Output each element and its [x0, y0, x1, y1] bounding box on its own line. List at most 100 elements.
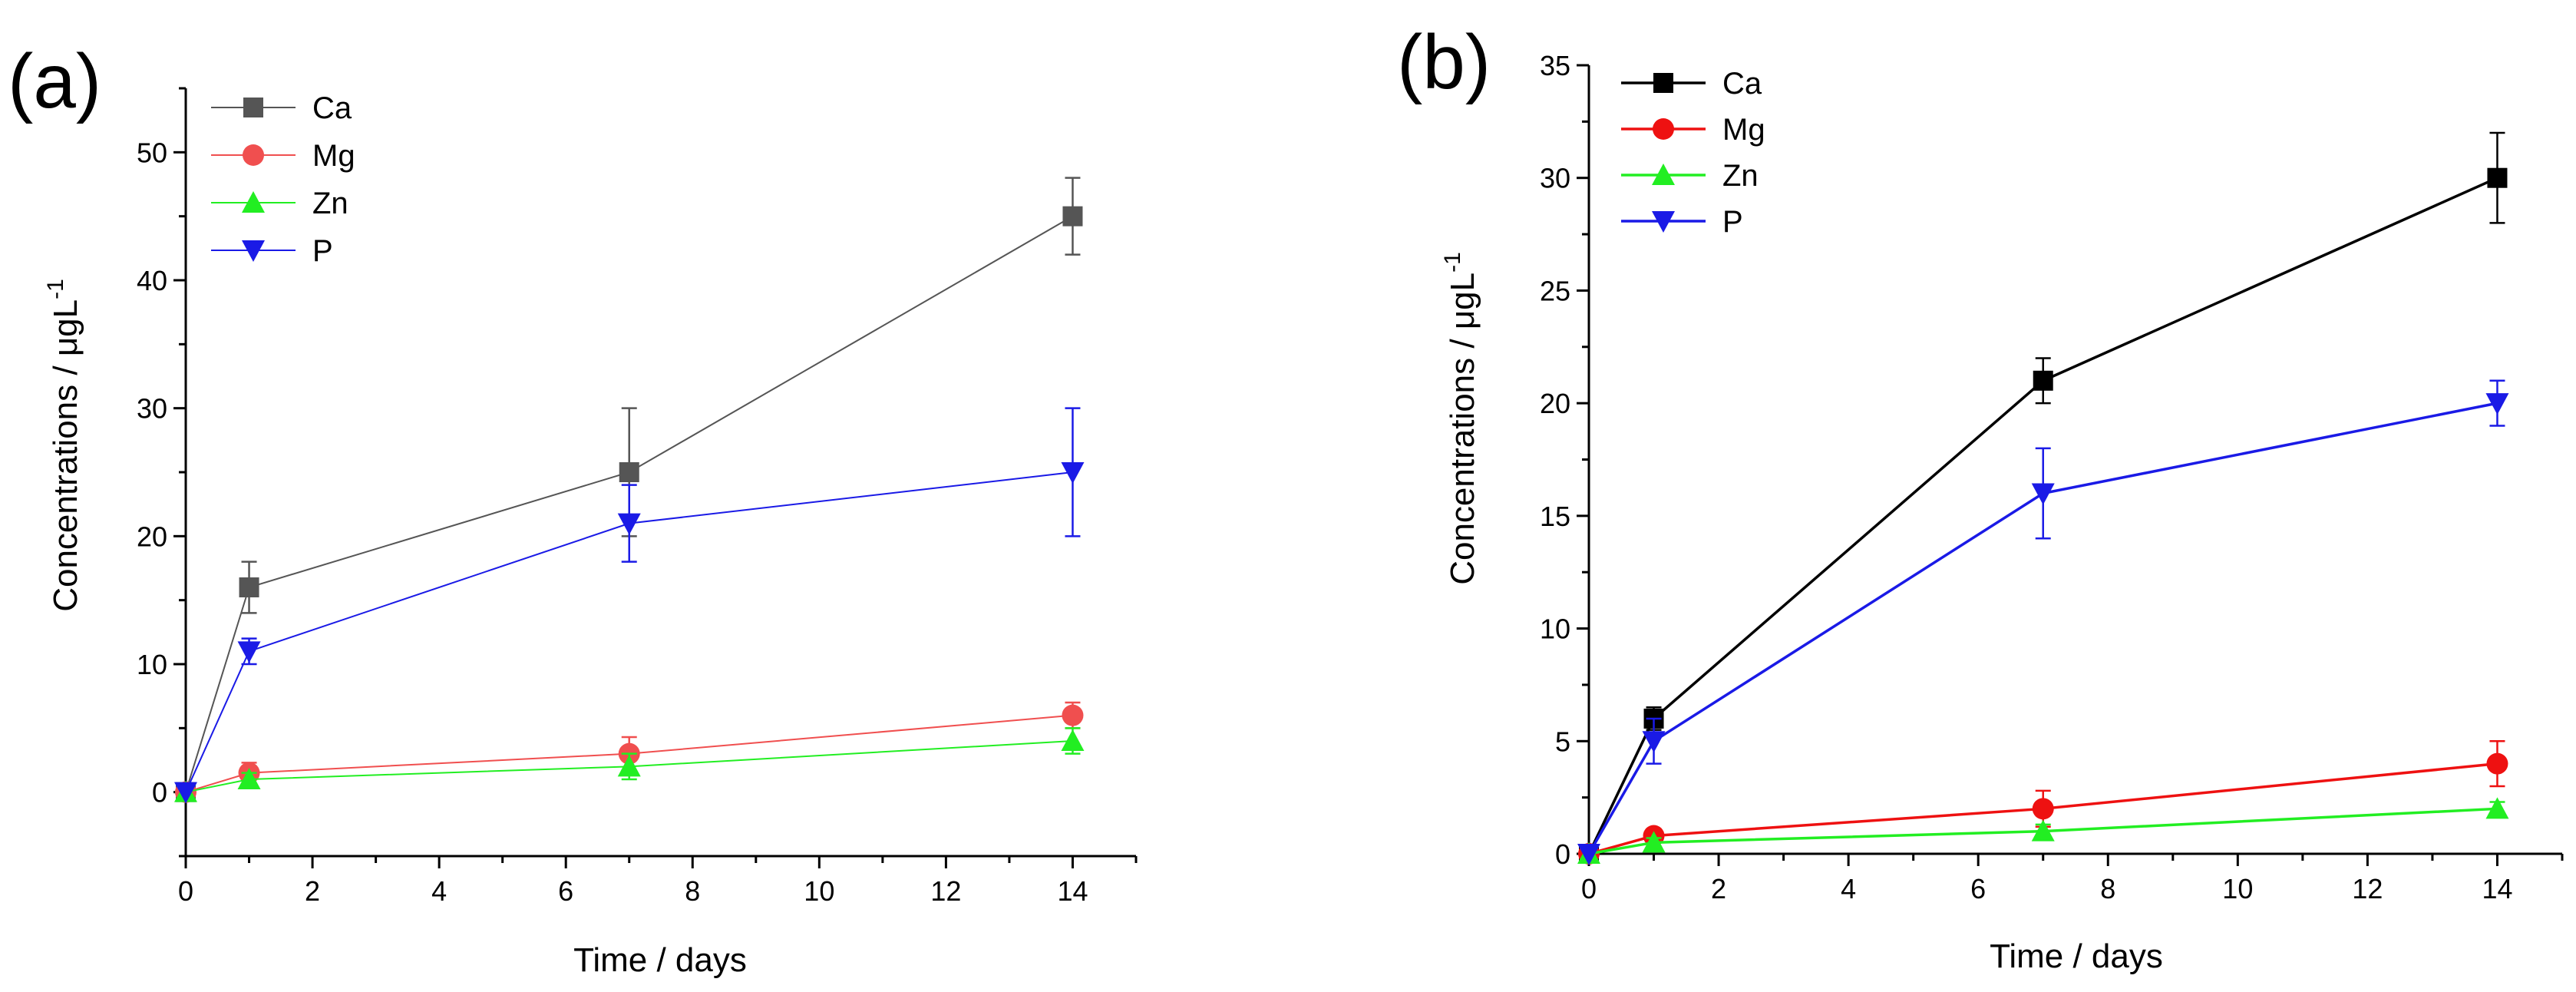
series-b-p [1577, 379, 2509, 865]
y-tick-label-a-0: 0 [152, 777, 167, 808]
line-a-zn [185, 740, 1073, 793]
point-a-mg-14 [1062, 704, 1084, 726]
point-a-zn-14 [1061, 729, 1085, 751]
y-tick-label-a-20: 20 [137, 521, 167, 552]
panel-b: (b) Time / days Concentrations / μgL-1 0… [1397, 19, 2564, 975]
x-tick-label-a-2: 2 [305, 875, 320, 907]
point-a-zn-1 [237, 768, 261, 789]
legend-item-b-p: P [1621, 205, 1743, 239]
y-tick-label-b-10: 10 [1540, 613, 1570, 645]
y-tick-label-a-30: 30 [137, 393, 167, 425]
legend-label-a-zn: Zn [312, 187, 348, 220]
series-a-mg [175, 701, 1084, 803]
y-axis-title-b-sup: -1 [1440, 252, 1465, 273]
y-tick-label-b-25: 25 [1540, 275, 1570, 306]
legend-label-b-ca: Ca [1722, 67, 1762, 101]
y-tick-label-b-15: 15 [1540, 501, 1570, 532]
x-tick-label-b-12: 12 [2352, 873, 2383, 904]
y-axis-title-a: Concentrations / μgL-1 [43, 279, 84, 612]
point-a-p-14 [1061, 462, 1085, 484]
line-a-mg [185, 714, 1073, 793]
legend-item-a-mg: Mg [211, 139, 355, 173]
legend-item-b-mg: Mg [1621, 113, 1765, 147]
panel-label-b: (b) [1397, 19, 1491, 105]
legend-marker-a-mg [243, 144, 264, 166]
point-b-p-1 [1642, 731, 1666, 753]
line-b-zn [1588, 807, 2498, 855]
x-axis-title-b: Time / days [1990, 937, 2163, 975]
legend-label-b-p: P [1722, 205, 1743, 239]
y-axis-title-a-main: Concentrations / μgL [47, 299, 84, 612]
legend-item-a-p: P [211, 234, 333, 268]
y-axis-title-b-main: Concentrations / μgL [1444, 273, 1481, 585]
y-tick-label-b-0: 0 [1555, 838, 1570, 870]
legend-marker-a-p [242, 240, 265, 262]
y-tick-label-b-30: 30 [1540, 163, 1570, 194]
legend-marker-a-ca [243, 98, 263, 117]
line-a-p [185, 471, 1073, 793]
legend-marker-b-ca [1653, 73, 1673, 93]
legend-item-b-ca: Ca [1621, 67, 1762, 101]
point-b-zn-14 [2485, 797, 2509, 819]
point-b-p-0 [1577, 844, 1600, 865]
point-a-p-7 [617, 513, 641, 535]
legend-label-a-p: P [312, 234, 333, 268]
legend-marker-b-zn [1652, 164, 1675, 185]
legend-label-b-mg: Mg [1722, 113, 1765, 147]
x-tick-label-b-14: 14 [2482, 873, 2512, 904]
x-tick-label-b-10: 10 [2222, 873, 2253, 904]
legend-marker-b-p [1652, 211, 1675, 233]
point-a-ca-14 [1062, 206, 1083, 227]
point-a-p-0 [174, 782, 197, 804]
point-a-zn-7 [617, 755, 641, 777]
y-tick-label-a-10: 10 [137, 649, 167, 680]
point-a-p-1 [237, 641, 261, 663]
y-axis-title-b: Concentrations / μgL-1 [1440, 252, 1481, 585]
point-b-p-14 [2485, 393, 2509, 415]
point-a-ca-7 [619, 462, 639, 482]
series-a-zn [174, 727, 1085, 802]
x-tick-label-b-8: 8 [2100, 873, 2115, 904]
line-b-mg [1588, 762, 2498, 855]
legend-marker-b-mg [1653, 118, 1674, 140]
point-b-mg-14 [2486, 752, 2508, 775]
point-b-ca-7 [2033, 370, 2053, 391]
x-tick-label-a-4: 4 [431, 875, 447, 907]
y-tick-label-a-40: 40 [137, 265, 167, 296]
x-tick-label-a-10: 10 [804, 875, 834, 907]
x-tick-label-b-0: 0 [1581, 873, 1597, 904]
y-axis-title-a-sup: -1 [43, 279, 68, 299]
x-tick-label-a-8: 8 [685, 875, 700, 907]
point-b-mg-7 [2032, 798, 2054, 820]
point-b-p-7 [2031, 483, 2055, 505]
x-tick-label-b-4: 4 [1841, 873, 1856, 904]
point-b-ca-14 [2487, 167, 2508, 188]
y-tick-label-b-5: 5 [1555, 726, 1570, 757]
series-a-p [174, 407, 1085, 804]
legend-marker-a-zn [242, 191, 265, 213]
line-b-ca [1587, 177, 2498, 855]
series-b-zn [1577, 797, 2509, 864]
x-axis-title-a: Time / days [573, 941, 747, 979]
line-a-ca [185, 215, 1073, 792]
panel-a: (a) Time / days Concentrations / μgL-1 0… [8, 38, 1138, 979]
point-b-zn-1 [1642, 831, 1666, 853]
x-tick-label-b-2: 2 [1711, 873, 1726, 904]
x-tick-label-a-14: 14 [1057, 875, 1088, 907]
y-tick-label-b-20: 20 [1540, 388, 1570, 419]
legend-label-b-zn: Zn [1722, 159, 1759, 193]
legend-item-a-ca: Ca [211, 91, 352, 125]
line-b-p [1587, 402, 2498, 855]
legend-item-a-zn: Zn [211, 187, 348, 220]
legend-label-a-mg: Mg [312, 139, 355, 173]
point-b-zn-7 [2031, 819, 2055, 842]
x-tick-label-a-12: 12 [930, 875, 961, 907]
series-b-mg [1578, 740, 2508, 865]
panel-label-a: (a) [8, 38, 101, 124]
y-tick-label-a-50: 50 [137, 137, 167, 168]
x-tick-label-a-6: 6 [558, 875, 573, 907]
legend-label-a-ca: Ca [312, 91, 352, 125]
legend-item-b-zn: Zn [1621, 159, 1759, 193]
x-tick-label-a-0: 0 [178, 875, 193, 907]
